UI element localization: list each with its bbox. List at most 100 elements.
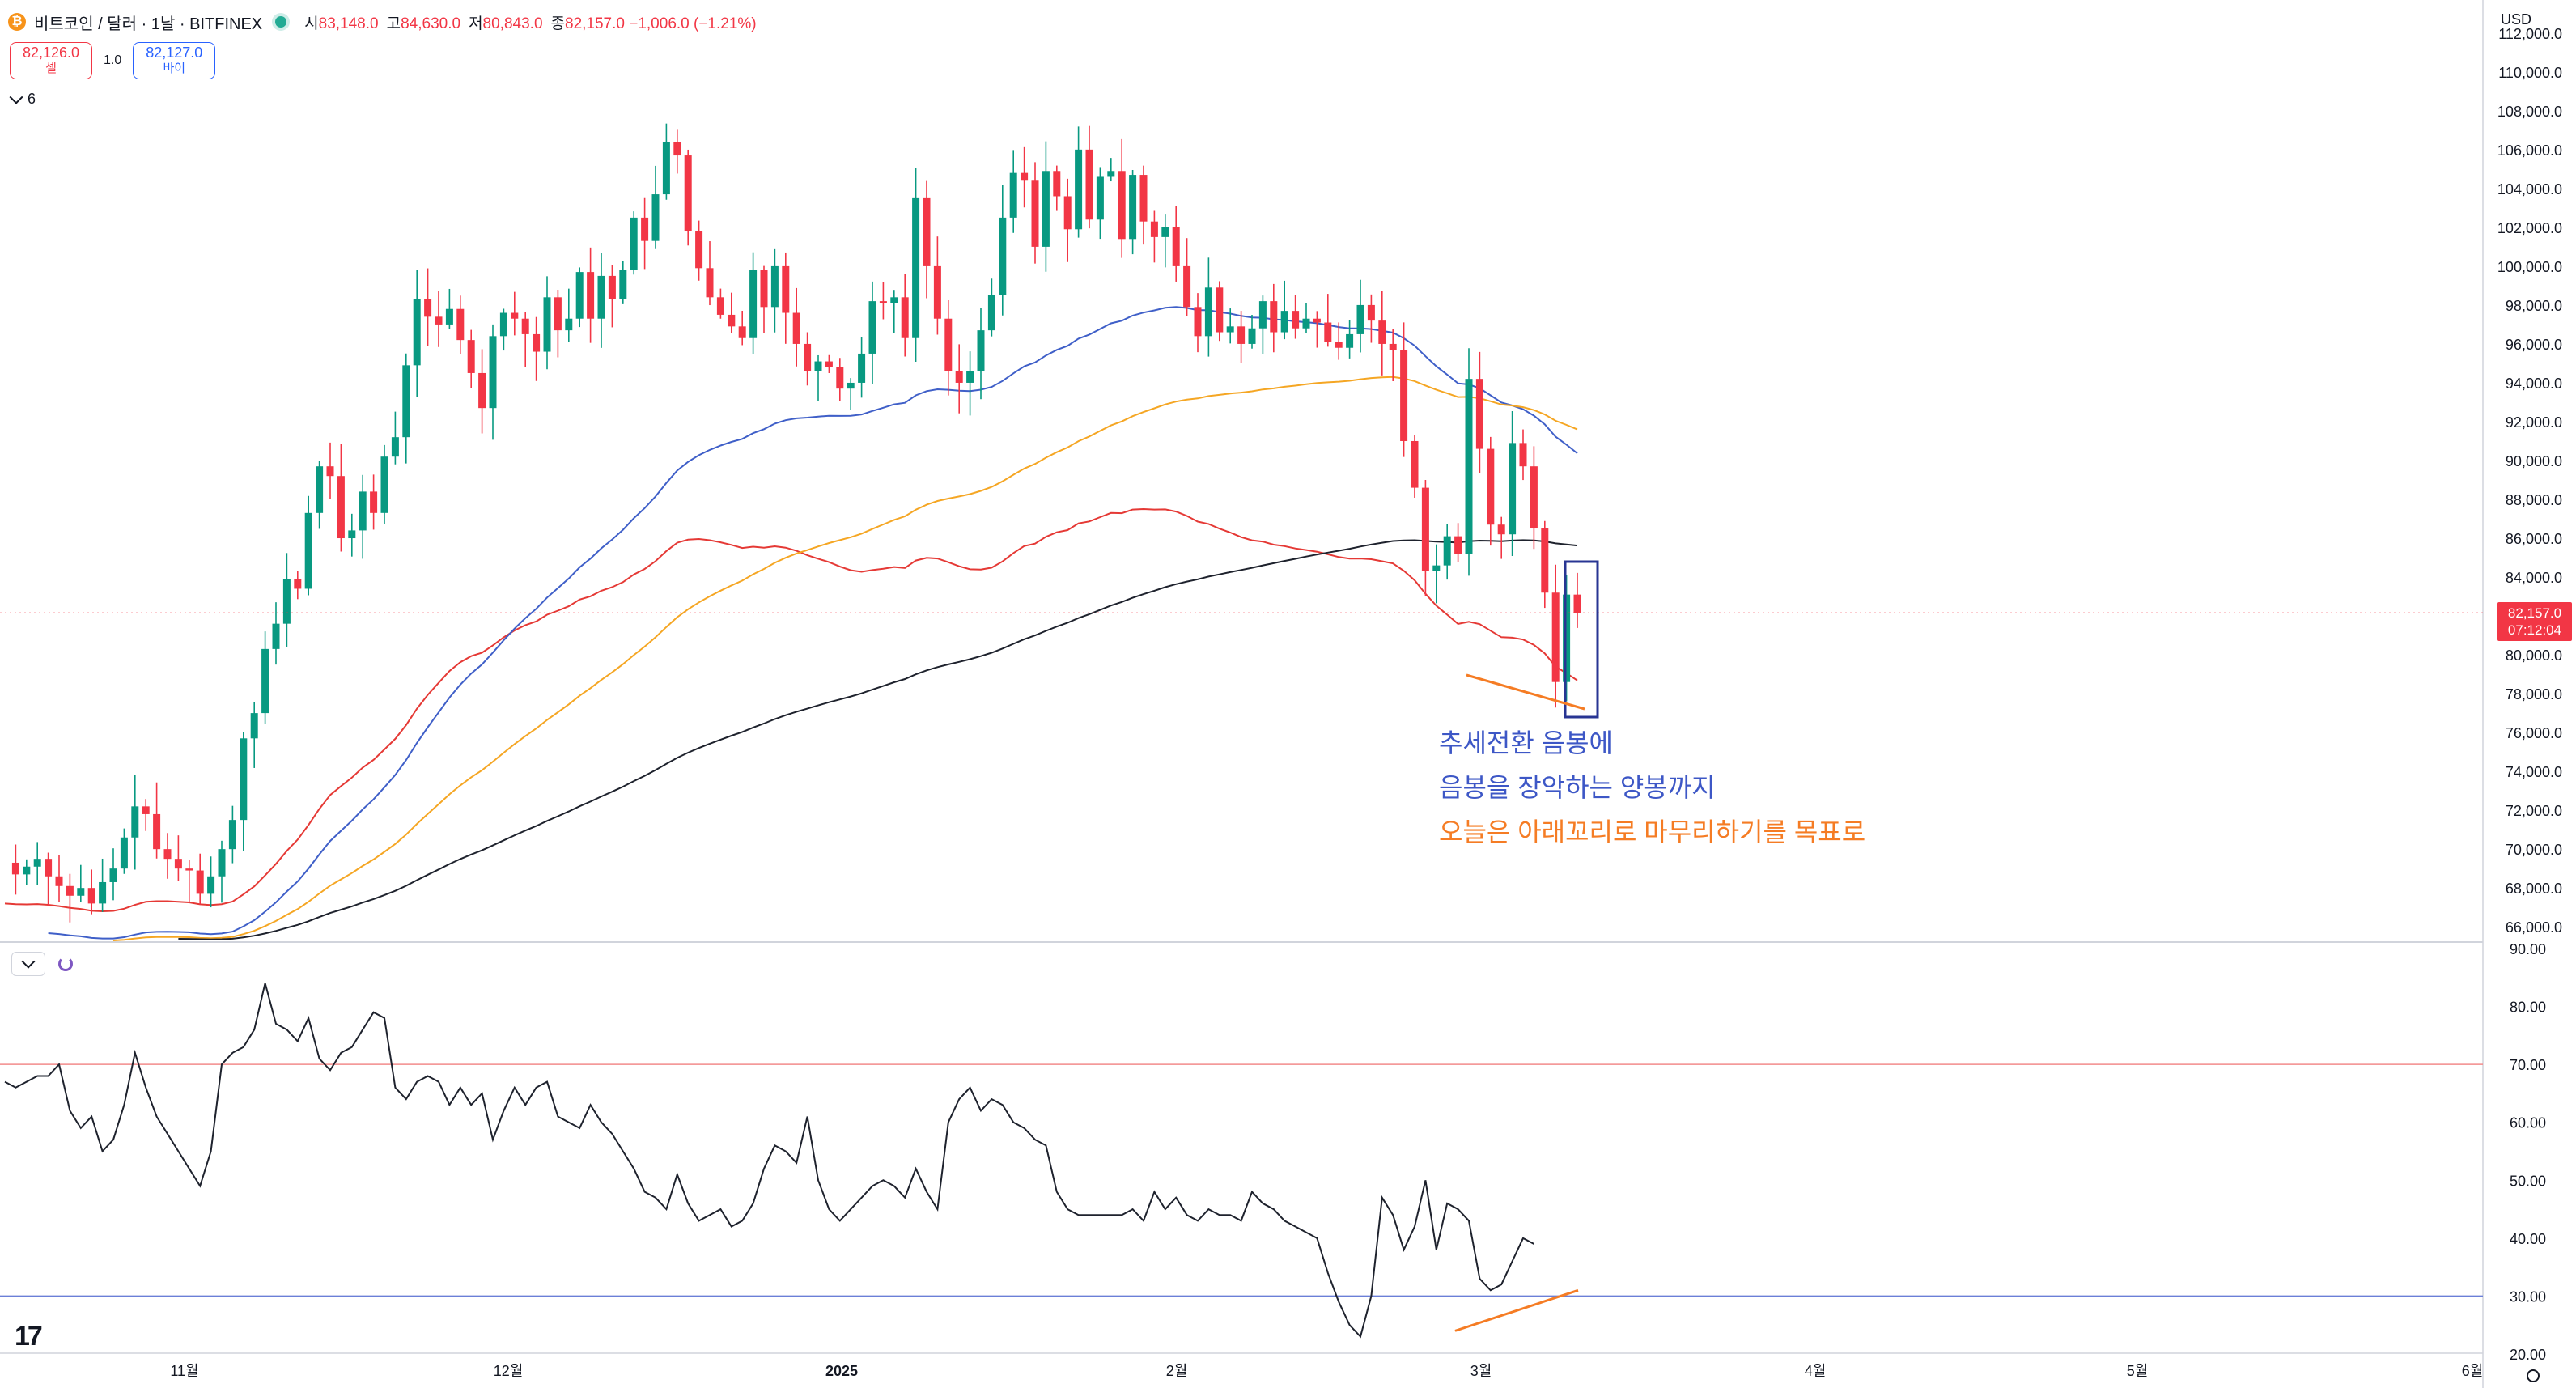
price-tick-label: 102,000.0: [2497, 220, 2562, 236]
candle-body: [804, 343, 812, 371]
time-tick-label: 2월: [1166, 1363, 1188, 1379]
candles: [11, 123, 1581, 923]
candle-body: [413, 299, 421, 366]
price-tick-label: 92,000.0: [2506, 414, 2562, 431]
candle-body: [770, 265, 779, 308]
price-tick-label: 84,000.0: [2506, 570, 2562, 586]
candle-body: [1487, 448, 1495, 525]
rsi-pane-controls: [11, 952, 73, 976]
candle-body: [511, 312, 519, 319]
drawings: [0, 560, 2483, 719]
rsi-tick-label: 70.00: [2510, 1057, 2546, 1073]
candle-body: [240, 738, 248, 821]
candle-body: [738, 326, 746, 338]
tradingview-logo[interactable]: 17: [15, 1321, 43, 1352]
candle-body: [1475, 379, 1483, 449]
candle-body: [1324, 322, 1332, 342]
ohlc-open-label: 시: [304, 15, 319, 32]
candle-body: [261, 648, 269, 714]
price-tick-label: 66,000.0: [2506, 919, 2562, 936]
indicators-toggle[interactable]: 6: [9, 90, 36, 108]
price-tick-label: 80,000.0: [2506, 647, 2562, 664]
price-tick-label: 94,000.0: [2506, 376, 2562, 392]
last-price-label: 82,157.0 07:12:04: [2497, 602, 2572, 641]
candle-body: [282, 579, 291, 624]
candle-body: [316, 466, 324, 513]
candle-body: [55, 876, 63, 886]
candle-body: [521, 318, 529, 334]
time-tick-label: 11월: [170, 1363, 198, 1379]
candle-body: [1172, 227, 1180, 266]
candle-body: [716, 297, 724, 315]
annotation-line-1[interactable]: 추세전환 음봉에: [1439, 728, 1613, 758]
candle-body: [1389, 343, 1397, 350]
gear-icon[interactable]: [2527, 1369, 2540, 1382]
chevron-down-icon: [21, 954, 36, 969]
candle-body: [109, 868, 117, 882]
sell-button[interactable]: 82,126.0 셀: [10, 42, 92, 79]
candle-body: [1031, 180, 1039, 247]
candle-body: [1161, 227, 1169, 237]
annotation-line-3[interactable]: 오늘은 아래꼬리로 마무리하기를 목표로: [1439, 817, 1866, 847]
candle-body: [977, 330, 985, 371]
candle-body: [185, 868, 193, 871]
candle-body: [782, 265, 790, 313]
buy-button[interactable]: 82,127.0 바이: [133, 42, 216, 79]
candle-body: [1356, 304, 1364, 334]
symbol-title[interactable]: 비트코인 / 달러 · 1날 · BITFINEX: [34, 15, 263, 33]
candle-body: [66, 885, 74, 896]
candle-body: [966, 371, 974, 383]
price-tick-label: 88,000.0: [2506, 492, 2562, 508]
candle-body: [131, 806, 139, 838]
annotation-line-2[interactable]: 음봉을 장악하는 양봉까지: [1439, 773, 1716, 802]
candle-body: [228, 820, 236, 850]
buy-price: 82,127.0: [146, 45, 203, 61]
candle-body: [424, 299, 432, 317]
price-tick-label: 74,000.0: [2506, 764, 2562, 780]
candle-body: [391, 437, 399, 457]
candle-body: [456, 308, 465, 341]
candle-body: [706, 268, 714, 298]
candle-body: [45, 859, 53, 877]
candle-body: [1009, 172, 1017, 218]
candle-body: [87, 888, 95, 904]
candle-body: [933, 265, 941, 319]
candle-body: [304, 512, 312, 589]
rsi-tick-label: 50.00: [2510, 1173, 2546, 1189]
candle-body: [1541, 528, 1549, 593]
candle-body: [879, 301, 887, 303]
price-tick-label: 68,000.0: [2506, 881, 2562, 897]
time-tick-label: 5월: [2127, 1363, 2149, 1379]
candle-body: [912, 197, 920, 338]
candle-body: [554, 297, 562, 331]
candle-body: [1270, 301, 1278, 333]
indicator-count: 6: [28, 91, 36, 107]
price-tick-label: 112,000.0: [2498, 26, 2562, 42]
currency-selector[interactable]: USD: [2501, 11, 2532, 28]
candle-body: [1573, 594, 1581, 613]
candle-body: [1280, 311, 1288, 333]
rsi-trendline: [1454, 1288, 1579, 1332]
candle-body: [402, 365, 410, 438]
candle-body: [1563, 594, 1571, 682]
candle-body: [33, 859, 41, 867]
ema-orange-line: [112, 376, 1578, 941]
candle-body: [651, 194, 660, 241]
price-tick-label: 96,000.0: [2506, 337, 2562, 353]
price-trendline: [1466, 673, 1585, 711]
collapse-pane-button[interactable]: [11, 952, 45, 976]
candle-body: [597, 275, 605, 319]
candle-body: [890, 297, 898, 303]
ohlc-values: 시83,148.0 고84,630.0 저80,843.0 종82,157.0 …: [304, 11, 756, 33]
candle-body: [1216, 287, 1224, 333]
candle-body: [218, 849, 226, 877]
sync-icon[interactable]: [58, 957, 73, 971]
candle-body: [11, 862, 19, 875]
candle-body: [337, 476, 345, 539]
candle-body: [1139, 175, 1148, 222]
candle-body: [250, 713, 258, 739]
candle-body: [1085, 149, 1093, 220]
candle-body: [1519, 443, 1527, 467]
price-tick-label: 86,000.0: [2506, 531, 2562, 547]
